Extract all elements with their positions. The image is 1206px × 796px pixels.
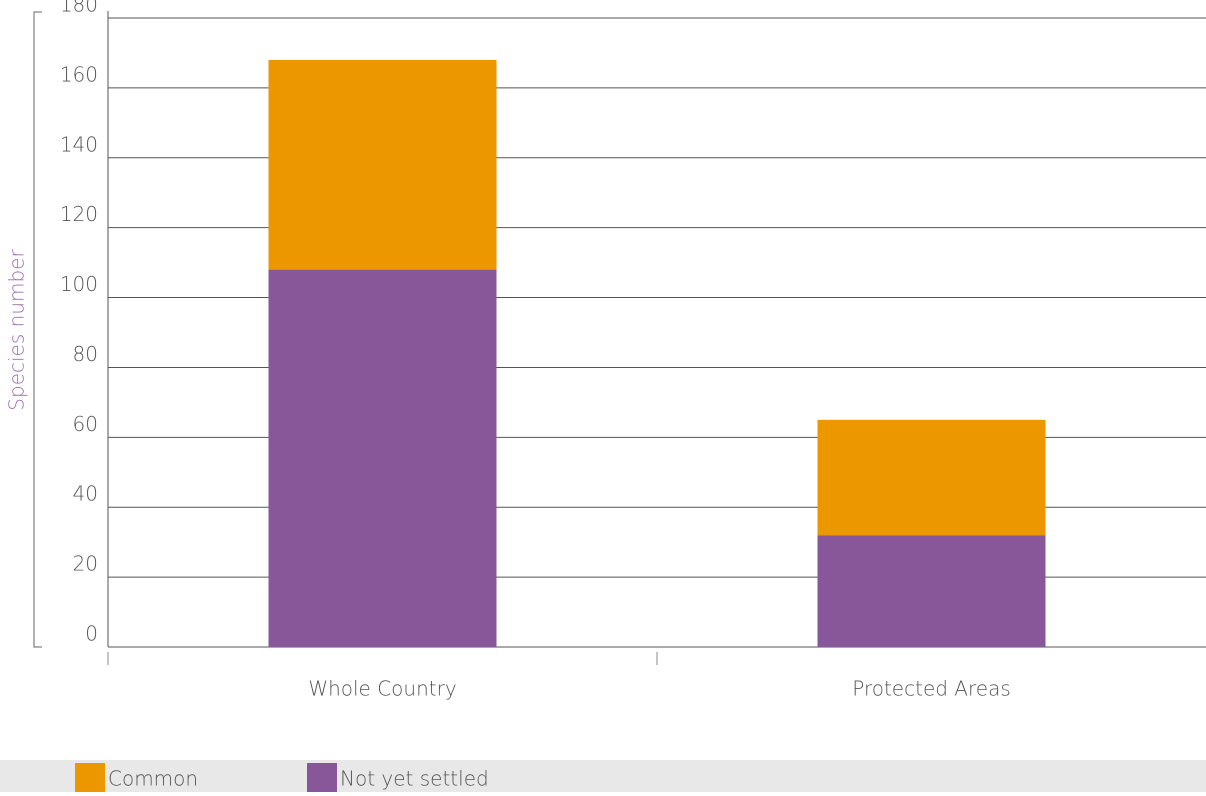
bar-segment	[817, 535, 1046, 647]
y-tick-label: 80	[73, 342, 98, 366]
bar-segment	[268, 269, 497, 647]
y-tick-label: 180	[60, 0, 98, 17]
legend-label: Common	[108, 767, 198, 791]
y-bracket	[33, 11, 42, 648]
bar-segment	[817, 419, 1046, 536]
legend-background	[0, 760, 1206, 792]
y-tick-label: 60	[73, 412, 98, 436]
y-tick-label: 160	[60, 62, 98, 86]
y-tick-label: 20	[73, 552, 98, 576]
y-tick-label: 40	[73, 482, 98, 506]
x-tick-label: Whole Country	[308, 677, 456, 701]
x-tick-label: Protected Areas	[852, 677, 1011, 701]
legend-swatch	[307, 763, 337, 792]
y-tick-label: 100	[60, 272, 98, 296]
y-axis-label: Species number	[5, 249, 29, 411]
y-tick-label: 0	[85, 622, 98, 646]
y-tick-label: 120	[60, 202, 98, 226]
legend-swatch	[75, 763, 105, 792]
y-tick-label: 140	[60, 132, 98, 156]
legend-label: Not yet settled	[340, 767, 489, 791]
bar-segment	[268, 59, 497, 270]
